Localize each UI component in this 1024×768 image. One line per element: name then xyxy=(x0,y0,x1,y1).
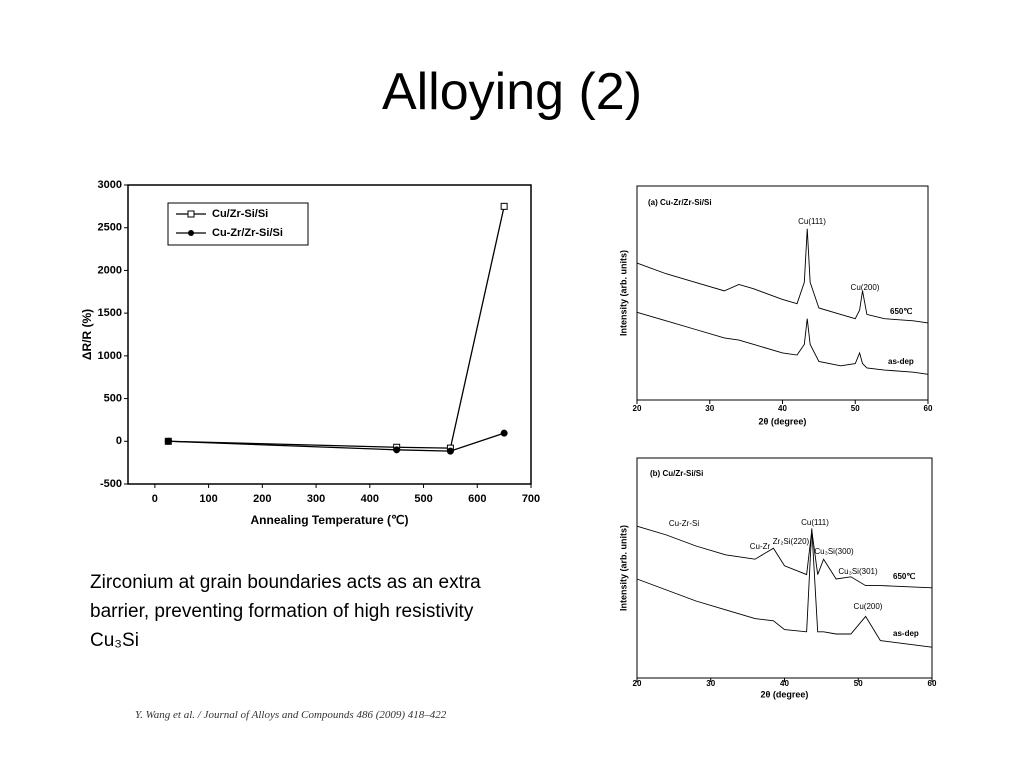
legend-marker xyxy=(188,230,194,236)
annotation: Cu₃Si(300) xyxy=(814,547,854,556)
y-tick-label: 2000 xyxy=(98,264,122,276)
y-tick-label: 3000 xyxy=(98,179,122,191)
annotation: Cu(111) xyxy=(801,518,829,527)
chart-title: (b) Cu/Zr-Si/Si xyxy=(650,469,703,478)
annotation: Cu₃Si(301) xyxy=(838,567,878,576)
series-line xyxy=(168,432,505,452)
legend-label: Cu/Zr-Si/Si xyxy=(212,208,268,220)
series-line xyxy=(636,228,929,324)
x-tick-label: 700 xyxy=(522,493,540,505)
x-tick-label: 40 xyxy=(778,404,787,413)
annotation: Cu(111) xyxy=(798,217,826,226)
y-tick-label: 0 xyxy=(116,435,122,447)
y-axis-label: Intensity (arb. units) xyxy=(618,250,628,336)
x-tick-label: 60 xyxy=(928,679,937,688)
plot-frame xyxy=(636,457,933,679)
chart-title: (a) Cu-Zr/Zr-Si/Si xyxy=(648,198,712,207)
y-axis-label: Intensity (arb. units) xyxy=(618,525,628,611)
annotation: Cu-Zr-Si xyxy=(669,519,699,528)
x-tick-label: 200 xyxy=(253,493,271,505)
x-tick-label: 40 xyxy=(780,679,789,688)
marker xyxy=(500,202,508,210)
legend-box xyxy=(167,202,309,246)
annotation: Cu(200) xyxy=(851,283,880,292)
body-text: Zirconium at grain boundaries acts as an… xyxy=(90,572,481,651)
citation: Y. Wang et al. / Journal of Alloys and C… xyxy=(135,709,447,721)
series-line xyxy=(636,525,933,589)
x-tick-label: 600 xyxy=(468,493,486,505)
x-tick-label: 50 xyxy=(854,679,863,688)
y-tick-label: -500 xyxy=(100,478,122,490)
y-tick-label: 1500 xyxy=(98,307,122,319)
slide-title: Alloying (2) xyxy=(381,63,643,121)
legend-label: Cu-Zr/Zr-Si/Si xyxy=(212,227,283,239)
series-line xyxy=(168,206,505,449)
x-tick-label: 400 xyxy=(361,493,379,505)
series-line xyxy=(636,528,933,648)
series-label: as-dep xyxy=(888,357,914,366)
annotation: Cu-Zr xyxy=(750,542,771,551)
marker xyxy=(500,429,508,437)
x-tick-label: 300 xyxy=(307,493,325,505)
marker xyxy=(164,437,172,445)
x-tick-label: 20 xyxy=(633,404,642,413)
annotation: Zr₂Si(220) xyxy=(773,537,810,546)
y-tick-label: 500 xyxy=(104,392,122,404)
x-tick-label: 500 xyxy=(414,493,432,505)
plot-frame xyxy=(636,185,929,401)
x-axis-label: 2θ (degree) xyxy=(759,416,807,426)
x-tick-label: 30 xyxy=(706,679,715,688)
y-axis-label: ΔR/R (%) xyxy=(80,309,94,360)
series-line xyxy=(636,311,929,375)
y-tick-label: 1000 xyxy=(98,350,122,362)
annotation: Cu(200) xyxy=(854,602,883,611)
x-axis-label: Annealing Temperature (℃) xyxy=(251,513,409,527)
series-label: as-dep xyxy=(893,629,919,638)
marker xyxy=(393,446,401,454)
x-tick-label: 60 xyxy=(924,404,933,413)
x-tick-label: 0 xyxy=(152,493,158,505)
series-label: 650℃ xyxy=(890,307,912,316)
series-label: 650℃ xyxy=(893,572,915,581)
x-tick-label: 50 xyxy=(851,404,860,413)
x-axis-label: 2θ (degree) xyxy=(761,689,809,699)
legend-marker xyxy=(187,210,195,218)
x-tick-label: 30 xyxy=(705,404,714,413)
y-tick-label: 2500 xyxy=(98,222,122,234)
x-tick-label: 20 xyxy=(633,679,642,688)
marker xyxy=(446,447,454,455)
x-tick-label: 100 xyxy=(199,493,217,505)
